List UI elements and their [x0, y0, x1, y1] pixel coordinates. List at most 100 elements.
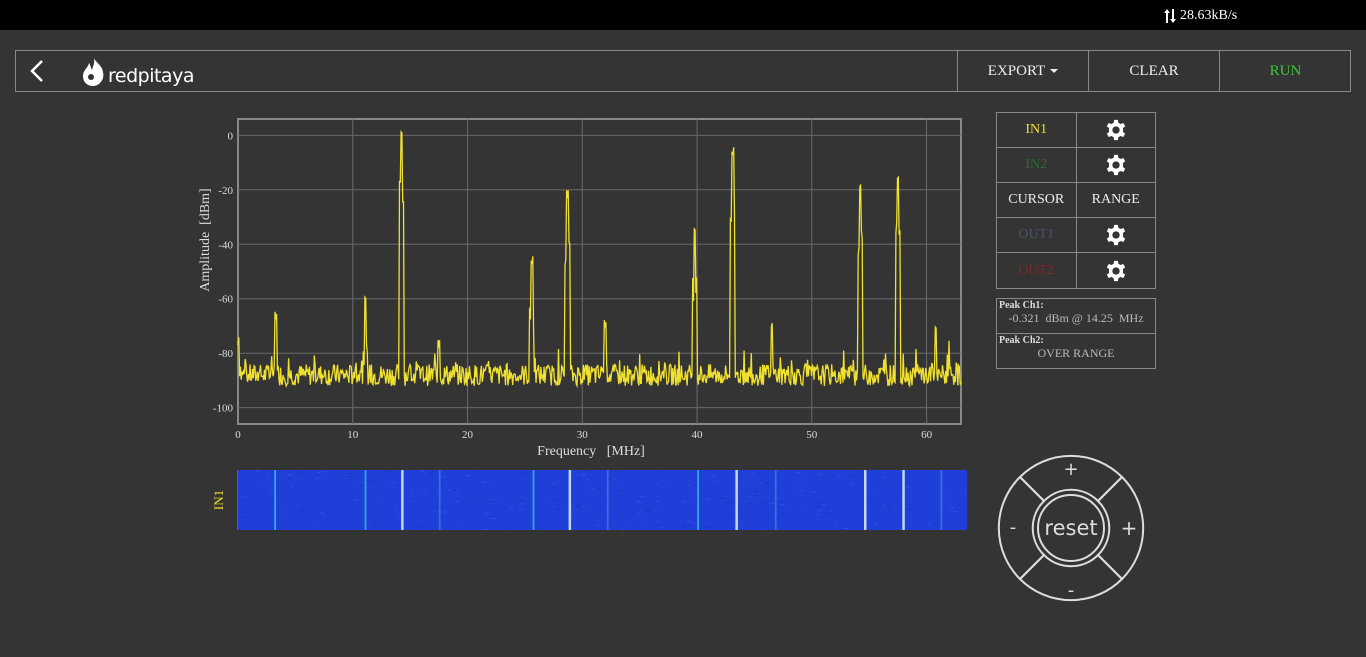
waterfall-noise: [777, 491, 782, 493]
spectrum-plot[interactable]: 0 10 20 30 40 50 60 0 -20 -40 -60 -80 -100 Frequency…: [195, 112, 975, 462]
plot-frame: [237, 118, 962, 425]
waterfall-noise: [422, 494, 426, 496]
waterfall-noise: [730, 516, 733, 518]
waterfall-noise: [731, 488, 733, 490]
waterfall-noise: [766, 482, 770, 484]
waterfall-noise: [440, 497, 444, 499]
out2-settings-button[interactable]: [1077, 253, 1156, 288]
waterfall-noise: [798, 481, 801, 483]
waterfall-noise: [446, 479, 448, 481]
waterfall-noise: [352, 499, 358, 501]
waterfall-noise: [508, 527, 512, 529]
waterfall-peak-line: [364, 470, 367, 530]
waterfall-noise: [471, 521, 474, 523]
waterfall-noise: [816, 509, 822, 511]
waterfall-noise: [323, 471, 328, 473]
waterfall-noise: [811, 491, 817, 493]
waterfall-noise: [552, 483, 556, 485]
peak-ch2: Peak Ch2: OVER RANGE: [997, 334, 1155, 369]
waterfall-noise: [694, 498, 699, 500]
waterfall-noise: [637, 513, 642, 514]
waterfall-noise: [577, 505, 581, 507]
waterfall-noise: [907, 508, 913, 510]
waterfall-noise: [780, 504, 786, 506]
waterfall-noise: [271, 493, 275, 495]
in2-settings-button[interactable]: [1077, 148, 1156, 182]
export-button[interactable]: EXPORT: [957, 51, 1088, 91]
waterfall-noise: [707, 526, 713, 528]
waterfall-noise: [950, 507, 955, 509]
waterfall-noise: [430, 474, 435, 476]
chevron-left-icon[interactable]: [26, 58, 50, 84]
waterfall-noise: [688, 484, 692, 486]
in1-settings-button[interactable]: [1077, 113, 1156, 147]
waterfall-noise: [900, 504, 905, 506]
waterfall-noise: [882, 503, 885, 505]
waterfall-noise: [490, 516, 493, 518]
logo[interactable]: redpitaya: [82, 57, 194, 87]
waterfall-noise: [241, 496, 245, 498]
waterfall-noise: [454, 501, 459, 503]
waterfall-noise: [382, 506, 386, 508]
waterfall-noise: [857, 515, 860, 517]
waterfall-noise: [509, 507, 514, 509]
peak-info: Peak Ch1: -0.321 dBm @ 14.25 MHz Peak Ch…: [996, 298, 1156, 369]
waterfall-noise: [302, 488, 304, 490]
in2-button[interactable]: IN2: [997, 148, 1077, 182]
range-button[interactable]: RANGE: [1091, 192, 1140, 207]
out1-settings-button[interactable]: [1077, 218, 1156, 252]
waterfall-peak-line: [274, 470, 276, 530]
cursor-button[interactable]: CURSOR: [997, 183, 1077, 217]
waterfall-noise: [548, 512, 553, 514]
waterfall-noise: [593, 516, 596, 518]
waterfall-noise: [825, 487, 829, 489]
clear-button[interactable]: CLEAR: [1088, 51, 1219, 91]
waterfall-peak-line: [902, 470, 905, 530]
waterfall-noise: [747, 496, 751, 498]
net-rate-text: 28.63kB/s: [1180, 8, 1238, 23]
dpad-right-button[interactable]: [1096, 475, 1145, 581]
waterfall-noise: [822, 500, 824, 502]
waterfall-noise: [373, 523, 375, 525]
waterfall-noise: [319, 512, 325, 514]
dpad-left-button[interactable]: [997, 475, 1046, 581]
dpad-down-button[interactable]: [1018, 553, 1124, 602]
waterfall-noise: [928, 484, 931, 486]
waterfall-noise: [706, 498, 710, 500]
waterfall-noise: [775, 497, 780, 499]
waterfall-noise: [378, 484, 382, 486]
waterfall-noise: [420, 470, 426, 472]
waterfall-noise: [835, 522, 838, 523]
waterfall-noise: [485, 503, 487, 505]
waterfall-noise: [397, 517, 401, 519]
waterfall-noise: [344, 493, 347, 495]
waterfall-noise: [546, 479, 548, 481]
app-header: redpitaya EXPORT CLEAR RUN: [15, 50, 1351, 92]
waterfall-noise: [682, 526, 687, 528]
waterfall-noise: [348, 476, 352, 478]
waterfall-noise: [431, 490, 433, 492]
waterfall-noise: [659, 505, 663, 507]
out1-button[interactable]: OUT1: [997, 218, 1077, 252]
in1-button[interactable]: IN1: [997, 113, 1077, 147]
waterfall-noise: [552, 486, 557, 488]
waterfall-noise: [568, 472, 570, 474]
out2-button[interactable]: OUT2: [997, 253, 1077, 288]
waterfall-noise: [645, 510, 649, 512]
gear-icon: [1106, 119, 1125, 141]
waterfall-noise: [589, 500, 593, 502]
reset-button[interactable]: [1037, 494, 1105, 562]
dpad-down-label: -: [1068, 580, 1075, 601]
waterfall-noise: [710, 476, 716, 478]
dpad-up-button[interactable]: [1018, 454, 1124, 503]
peak-ch1-value: -0.321 dBm @ 14.25 MHz: [1008, 311, 1144, 325]
updown-arrows-icon: [1164, 9, 1176, 23]
run-button[interactable]: RUN: [1219, 51, 1351, 91]
waterfall-noise: [818, 502, 823, 504]
logo-text: redpitaya: [108, 64, 194, 87]
x-tick-label: 20: [462, 429, 474, 441]
waterfall-noise: [656, 501, 659, 503]
waterfall-noise: [907, 478, 910, 480]
waterfall-noise: [277, 500, 279, 502]
dpad-right-label: +: [1121, 516, 1138, 540]
